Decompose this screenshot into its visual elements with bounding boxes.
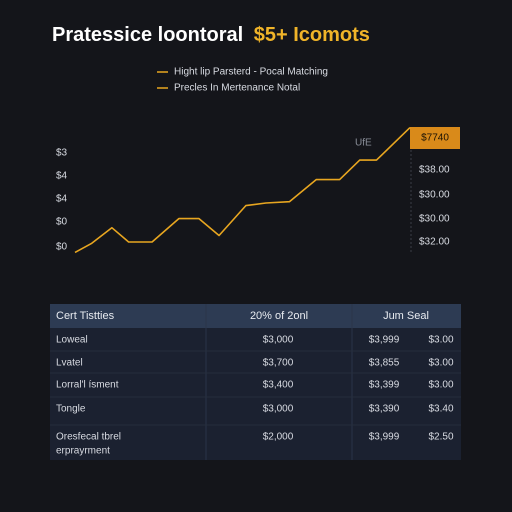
left-label: $3 bbox=[56, 148, 68, 159]
table-header-cell: 20% of 2onl bbox=[250, 310, 308, 322]
right-label: $32.00 bbox=[419, 237, 450, 248]
table-cell: Loweal bbox=[56, 335, 88, 346]
table-cell: Lorral'l ísment bbox=[56, 380, 119, 391]
table-cell: $3,700 bbox=[263, 358, 294, 369]
table-cell: $3,855 bbox=[369, 358, 400, 369]
table-cell: $3.00 bbox=[428, 380, 453, 391]
table-cell: $2.50 bbox=[428, 432, 453, 443]
line-label: UfE bbox=[355, 138, 372, 149]
left-label: $4 bbox=[56, 171, 68, 182]
table-header bbox=[50, 304, 461, 328]
title: Pratessice loontoral $5+ Icomots bbox=[52, 24, 370, 46]
left-label: $4 bbox=[56, 194, 68, 205]
legend-label: Precles In Mertenance Notal bbox=[174, 83, 300, 94]
table-cell: $3,400 bbox=[263, 380, 294, 391]
table-cell: Tongle bbox=[56, 404, 86, 415]
right-label: $30.00 bbox=[419, 190, 450, 201]
table-cell: Oresfecal tbrel bbox=[56, 432, 121, 443]
right-label: $38.00 bbox=[419, 165, 450, 176]
table-cell: $3.00 bbox=[428, 335, 453, 346]
legend-label: Hight lip Parsterd - Pocal Matching bbox=[174, 67, 328, 78]
top-label-box bbox=[410, 127, 460, 149]
left-label: $0 bbox=[56, 217, 68, 228]
table-cell: $3,999 bbox=[369, 432, 400, 443]
table-cell: $3.40 bbox=[428, 404, 453, 415]
table-cell: $2,000 bbox=[263, 432, 294, 443]
table-cell: Lvatel bbox=[56, 358, 83, 369]
table-header-cell: Jum Seal bbox=[383, 310, 429, 322]
top-label: $7740 bbox=[421, 133, 449, 144]
table-cell: $3,390 bbox=[369, 404, 400, 415]
table-cell: $3,399 bbox=[369, 380, 400, 391]
line bbox=[74, 127, 411, 254]
left-label: $0 bbox=[56, 242, 68, 253]
right-label: $30.00 bbox=[419, 214, 450, 225]
table-cell: $3,000 bbox=[263, 404, 294, 415]
table-cell: $3,999 bbox=[369, 335, 400, 346]
title-main: Pratessice loontoral bbox=[52, 24, 243, 46]
table-cell: erprayrment bbox=[56, 446, 110, 457]
table-cell: $3,000 bbox=[263, 335, 294, 346]
table-header-cell: Cert Tistties bbox=[56, 310, 115, 322]
table-cell: $3.00 bbox=[428, 358, 453, 369]
table-body bbox=[50, 304, 461, 460]
title-highlight: $5+ Icomots bbox=[254, 24, 370, 46]
